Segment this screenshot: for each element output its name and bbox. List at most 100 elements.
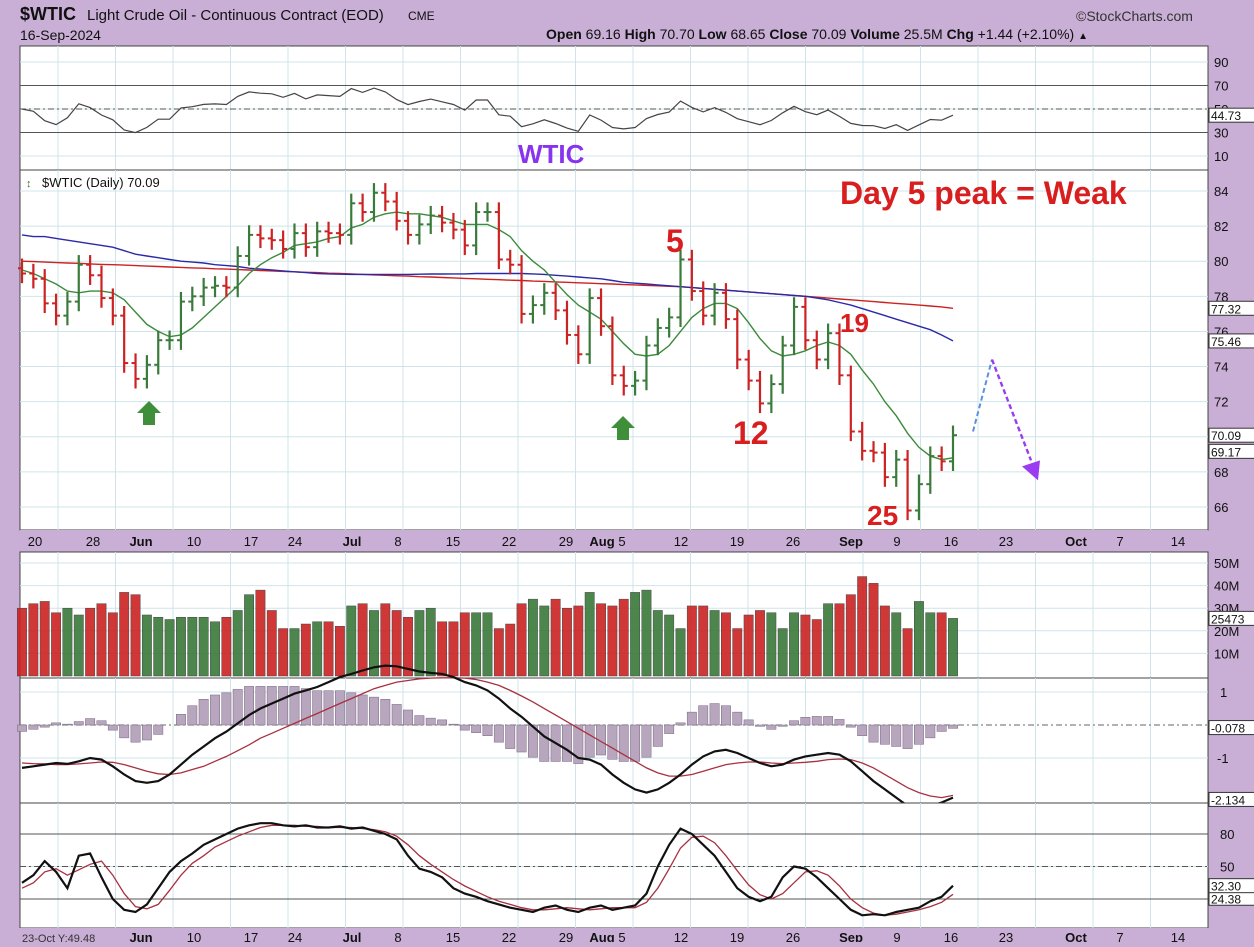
macd-histogram-bar	[493, 724, 504, 743]
volume-bar	[437, 621, 448, 677]
low-value: 68.65	[730, 26, 766, 42]
volume-bar	[391, 610, 402, 677]
date-axis-label: 15	[446, 534, 460, 549]
volume-bar	[312, 621, 323, 677]
macd-histogram-bar	[357, 694, 368, 726]
macd-histogram-bar	[96, 720, 107, 726]
volume-value: 25.5M	[903, 26, 943, 42]
macd-histogram-bar	[914, 724, 924, 745]
ohlc-readout: Open 69.16 High 70.70 Low 68.65 Close 70…	[546, 26, 1088, 42]
macd-histogram-bar	[562, 724, 572, 762]
sma-long-value-tag: 77.32	[1211, 302, 1241, 316]
date-axis-label: 7	[1116, 534, 1123, 549]
macd-histogram-bar	[845, 724, 856, 728]
macd-histogram-bar	[618, 724, 629, 762]
volume-bar	[550, 598, 561, 677]
bottom-date-axis-label: 8	[394, 930, 401, 942]
volume-bar	[198, 616, 209, 677]
date-axis-label: 5	[618, 534, 625, 549]
date-axis-label: 29	[559, 534, 573, 549]
volume-bar	[936, 612, 947, 677]
volume-bar	[925, 612, 936, 677]
instrument-description: Light Crude Oil - Continuous Contract (E…	[87, 7, 384, 24]
volume-bar	[425, 607, 436, 677]
macd-histogram-bar	[198, 699, 209, 726]
date-axis-label: 26	[786, 534, 800, 549]
date-axis-label: 28	[86, 534, 100, 549]
volume-bar	[766, 612, 777, 677]
macd-histogram-bar	[789, 720, 799, 726]
macd-line	[21, 664, 954, 809]
sma-mid-value-tag: 75.46	[1211, 335, 1241, 349]
open-label: Open	[546, 26, 582, 42]
volume-bar	[187, 616, 198, 677]
close-value-tag: 70.09	[1211, 429, 1241, 443]
macd-histogram-bar	[278, 686, 289, 726]
date-axis-strip	[20, 530, 1208, 552]
price-tick-label: 82	[1214, 219, 1228, 234]
macd-histogram-bar	[312, 690, 323, 726]
volume-bar	[709, 610, 720, 677]
low-label: Low	[698, 26, 727, 42]
macd-histogram-bar	[334, 690, 345, 726]
macd-histogram-bar	[187, 705, 198, 726]
macd-histogram-bar	[766, 724, 777, 730]
volume-bar	[777, 628, 788, 677]
rsi-line	[21, 87, 954, 134]
macd-histogram-bar	[584, 724, 595, 758]
bottom-date-axis-label: 15	[446, 930, 460, 942]
volume-value-tag: 25473	[1211, 612, 1245, 626]
macd-histogram-bar	[17, 724, 27, 732]
volume-bar	[380, 603, 391, 677]
macd-histogram-bar	[755, 724, 765, 727]
macd-histogram-bar	[539, 724, 550, 762]
date-axis-label: 22	[502, 534, 516, 549]
projection-down-line	[990, 359, 1033, 461]
date-axis-label: 8	[394, 534, 401, 549]
volume-bar	[164, 619, 175, 677]
volume-bar	[357, 603, 368, 677]
rsi-value-tag: 44.73	[1211, 109, 1241, 123]
macd-histogram-bar	[516, 724, 527, 753]
volume-bar	[85, 607, 96, 677]
volume-bar	[221, 616, 232, 677]
volume-bar	[698, 605, 709, 677]
bottom-date-axis-label: 9	[893, 930, 900, 942]
cycle-label-12: 12	[733, 415, 769, 451]
rsi-value-tag-box	[1208, 107, 1254, 123]
macd-value-tag-box	[1208, 791, 1254, 807]
macd-histogram-bar	[834, 719, 845, 726]
volume-bar	[823, 603, 834, 677]
volume-bar	[130, 594, 141, 677]
macd-value-tag: -2.134	[1211, 793, 1245, 807]
macd-histogram-bar	[868, 724, 879, 743]
macd-histogram-bar	[73, 721, 84, 726]
bottom-date-axis-label: 10	[187, 930, 201, 942]
volume-bar	[96, 603, 107, 677]
volume-bar	[17, 607, 27, 677]
close-value: 70.09	[811, 26, 847, 42]
date-axis-label: 14	[1171, 534, 1185, 549]
chg-label: Chg	[946, 26, 974, 42]
volume-bar	[482, 612, 493, 677]
sma-mid-line	[21, 234, 954, 342]
volume-bar	[289, 628, 300, 677]
volume-bar	[800, 614, 811, 677]
bottom-date-axis-label: 24	[288, 930, 302, 942]
date-axis-label: Jun	[129, 534, 152, 549]
volume-bar	[516, 603, 527, 677]
bottom-date-axis-label: Jun	[129, 930, 152, 942]
volume-bar	[845, 594, 856, 677]
bottom-date-axis-label: 12	[674, 930, 688, 942]
macd-histogram-bar	[902, 724, 913, 749]
macd-histogram-value-tag-box	[1208, 720, 1254, 736]
stoch-tick-label: 50	[1220, 860, 1234, 875]
volume-bar	[459, 612, 470, 677]
macd-histogram-bar	[414, 715, 425, 726]
rsi-tick-label: 90	[1214, 55, 1228, 70]
macd-histogram-bar	[630, 724, 641, 762]
macd-histogram-bar	[62, 723, 73, 726]
bottom-date-axis-label: 22	[502, 930, 516, 942]
stoch-d-line	[21, 824, 954, 916]
volume-bar	[721, 612, 731, 677]
